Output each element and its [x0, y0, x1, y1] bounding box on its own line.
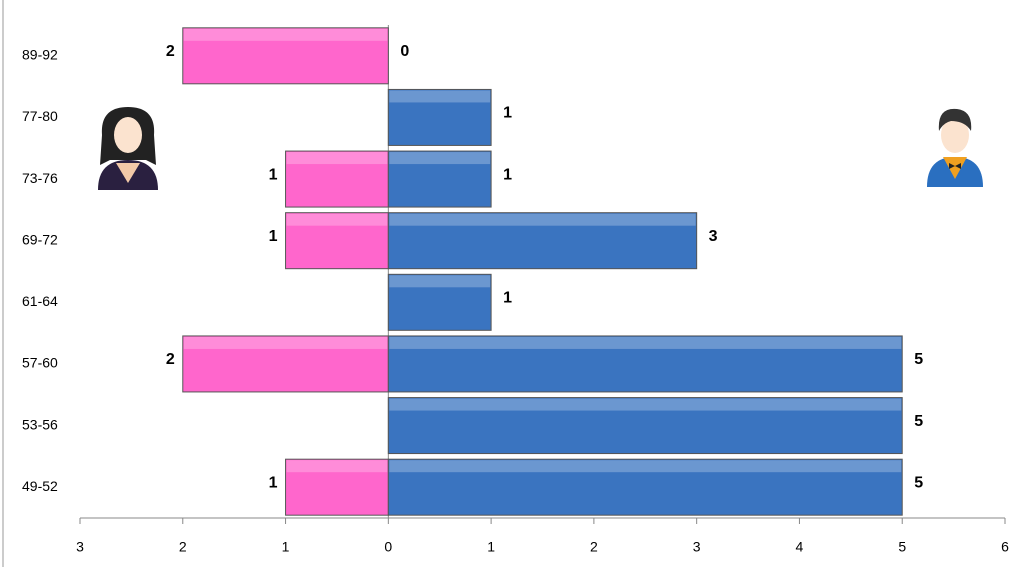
value-label: 1: [503, 290, 512, 307]
value-label: 0: [400, 43, 409, 60]
bar: [387, 335, 903, 393]
value-label: 3: [709, 228, 718, 245]
bar-highlight: [183, 28, 388, 41]
y-tick-label: 69-72: [22, 231, 58, 247]
y-tick-label: 49-52: [22, 478, 58, 494]
x-tick-label: 3: [693, 539, 701, 555]
bar-highlight: [389, 460, 902, 473]
bar: [387, 88, 492, 146]
x-tick-label: 5: [898, 539, 906, 555]
x-tick-label: 1: [282, 539, 290, 555]
x-tick-label: 6: [1001, 539, 1009, 555]
bar-highlight: [389, 398, 902, 411]
value-label: 1: [269, 228, 278, 245]
x-tick-label: 0: [384, 539, 392, 555]
bar: [182, 335, 389, 393]
x-tick-label: 1: [487, 539, 495, 555]
bar: [387, 397, 903, 455]
x-tick-label: 4: [796, 539, 804, 555]
value-label: 5: [914, 474, 923, 491]
bar: [182, 27, 389, 85]
bar: [285, 458, 389, 516]
bar-highlight: [286, 213, 388, 226]
y-tick-label: 57-60: [22, 355, 58, 371]
y-tick-label: 73-76: [22, 170, 58, 186]
bar-highlight: [286, 460, 388, 473]
y-tick-label: 77-80: [22, 108, 58, 124]
value-label: 5: [914, 413, 923, 430]
x-tick-label: 3: [76, 539, 84, 555]
y-tick-label: 53-56: [22, 416, 58, 432]
bar-highlight: [389, 90, 491, 103]
bar: [387, 458, 903, 516]
woman-icon: [98, 107, 158, 190]
bar: [387, 150, 492, 208]
bar-highlight: [389, 152, 491, 165]
value-label: 1: [503, 166, 512, 183]
bar: [387, 212, 698, 270]
man-icon: [927, 108, 983, 187]
y-tick-label: 61-64: [22, 293, 58, 309]
bar: [285, 150, 389, 208]
x-tick-label: 2: [179, 539, 187, 555]
value-label: 1: [269, 166, 278, 183]
value-label: 1: [269, 474, 278, 491]
bar-highlight: [389, 213, 696, 226]
bar-highlight: [183, 336, 388, 349]
value-label: 1: [503, 105, 512, 122]
bar-highlight: [389, 275, 491, 288]
bar-highlight: [286, 152, 388, 165]
bar: [387, 273, 492, 331]
x-tick-label: 2: [590, 539, 598, 555]
bar: [285, 212, 389, 270]
y-tick-label: 89-92: [22, 47, 58, 63]
bar-highlight: [389, 336, 902, 349]
value-label: 5: [914, 351, 923, 368]
value-label: 2: [166, 351, 175, 368]
value-label: 2: [166, 43, 175, 60]
